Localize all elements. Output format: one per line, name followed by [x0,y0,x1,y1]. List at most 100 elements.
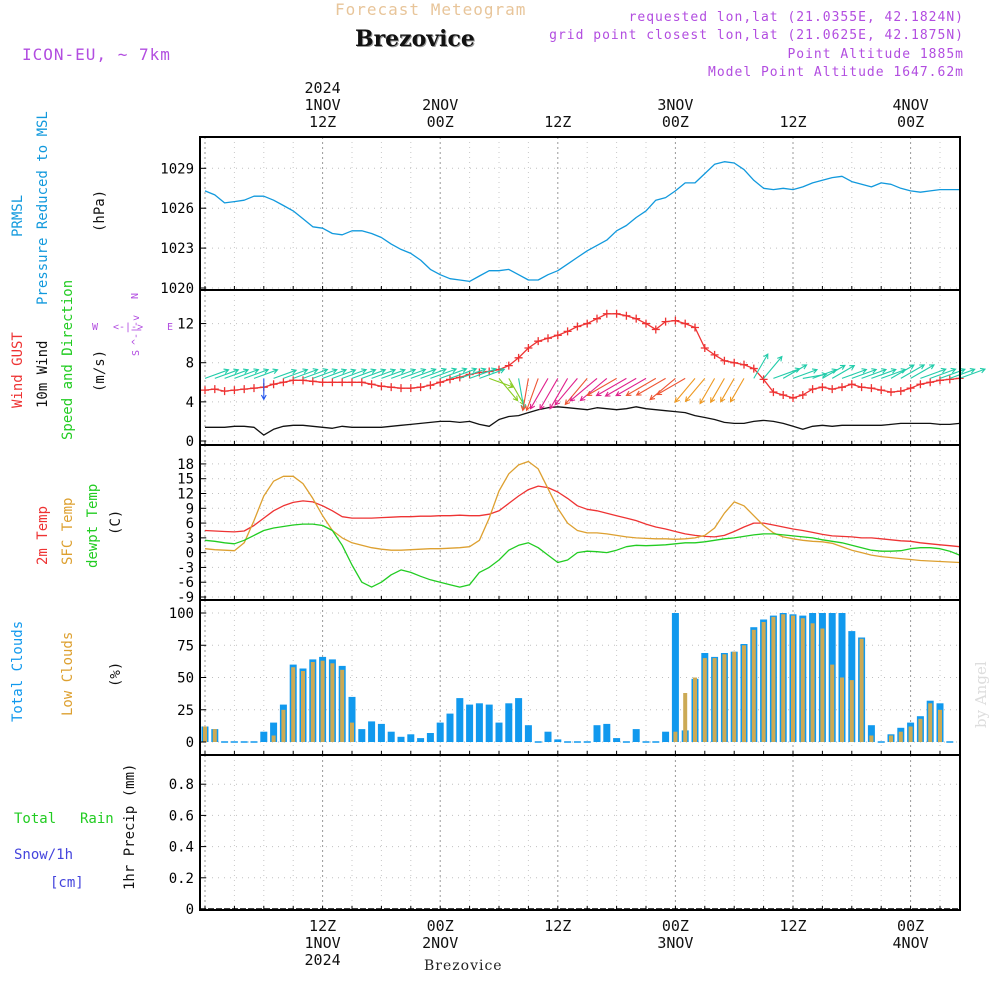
total-cloud-bar [662,731,670,742]
top-time-label: 2024 [305,79,341,97]
requested-coords: requested lon,lat (21.0355E, 42.1824N) [628,10,964,25]
gust-point [367,380,376,389]
temp-side-labels: 2m Temp SFC Temp dewpt Temp (C) [35,484,124,568]
top-time-label: 00Z [897,113,924,131]
total-cloud-bar [397,736,405,742]
ytick-label-temp: 15 [177,472,194,488]
gust-point [798,391,807,400]
wind-direction-arrow [351,368,377,379]
low-cloud-bar [869,735,874,742]
wind-direction-arrow [449,367,478,379]
wind-direction-arrow [871,368,897,379]
total-cloud-bar [436,722,444,742]
gust-point [710,350,719,359]
gust-point [318,378,327,387]
low-cloud-bar [291,667,296,742]
total-cloud-bar [446,713,454,742]
model-point-altitude: Model Point Altitude 1647.62m [708,65,964,80]
wind-direction-arrow [260,378,267,401]
wind-label-10m: 10m Wind [35,341,51,408]
top-time-label: 2NOV [422,96,458,114]
wind-direction-arrow [498,378,519,402]
gust-point [504,361,513,370]
total-cloud-bar [632,729,640,742]
gust-point [926,378,935,387]
wind-direction-arrow [430,367,458,379]
bottom-time-label: 00Z [897,917,924,935]
clouds-label-total: Total Clouds [10,621,26,722]
gust-point [906,384,915,393]
gust-point [808,385,817,394]
ytick-label-precip: 0.4 [169,840,194,856]
gust-point [416,383,425,392]
gust-point [632,314,641,323]
gust-point [749,364,758,373]
top-time-label: 12Z [544,113,571,131]
top-time-label: 00Z [662,113,689,131]
wind-direction-arrow [459,367,487,379]
total-cloud-bar [485,704,493,742]
ytick-label-pressure: 1026 [160,201,194,217]
low-cloud-bar [791,615,795,742]
gust-point [769,388,778,397]
low-cloud-bar [928,703,933,742]
wind-direction-arrow [539,378,559,411]
pressure-line [204,161,960,283]
total-cloud-bar [505,703,513,742]
total-cloud-bar [348,696,356,742]
wind-direction-arrow [312,368,338,379]
wind-direction-arrow [549,378,569,410]
low-cloud-bar [722,654,727,742]
gust-point [299,376,307,385]
temp-dewpoint-line [204,523,960,588]
wind-side-labels: Wind GUST 10m Wind Speed and Direction (… [10,280,173,440]
gust-point [936,376,944,385]
precip-label-unit: 1hr Precip (mm) [122,764,138,890]
ytick-label-temp: 6 [186,516,194,532]
total-cloud-bar [593,725,601,742]
total-cloud-bar [270,722,278,742]
low-cloud-bar [810,623,815,742]
top-time-label: 4NOV [893,96,929,114]
wind-direction-arrow [244,368,270,379]
clouds-side-labels: Total Clouds Low Clouds (%) [10,621,124,722]
low-cloud-bar [350,722,354,742]
wind-direction-arrow [224,368,250,379]
wind-direction-arrow [910,364,935,379]
gust-point [642,319,650,328]
bottom-time-label: 4NOV [893,934,929,952]
ytick-label-wind: 0 [186,434,194,450]
wind-direction-arrow [822,364,846,379]
compass-we-arrow: <-|-> [113,322,143,333]
bottom-time-label: 12Z [544,917,571,935]
wind-direction-arrow [234,368,260,379]
gust-point [828,385,837,394]
gust-point [916,380,925,389]
ytick-label-clouds: 50 [177,671,194,687]
gust-point [436,378,445,387]
low-cloud-bar [712,658,717,742]
low-cloud-bar [673,731,678,742]
total-cloud-bar [426,733,434,742]
total-cloud-bar [867,725,875,742]
ytick-label-clouds: 100 [169,606,194,622]
temp-label-sfc: SFC Temp [60,498,76,565]
ytick-label-temp: -6 [177,575,194,591]
low-cloud-bar [732,651,737,742]
top-time-label: 00Z [427,113,454,131]
gust-point [426,381,435,390]
grid-layer [200,137,960,910]
gust-point [759,375,768,384]
ytick-label-precip: 0 [186,902,194,918]
bottom-time-label: 3NOV [657,934,693,952]
gust-point [250,384,258,393]
top-time-label: 1NOV [305,96,341,114]
total-cloud-bar [613,738,621,742]
total-cloud-bar [554,739,562,742]
wind-direction-arrow [371,368,397,379]
ytick-label-precip: 0.2 [169,871,194,887]
total-cloud-bar [407,734,415,742]
low-cloud-bar [340,669,345,742]
wind-label-speed-dir: Speed and Direction [60,280,76,440]
wind-direction-arrow [479,368,506,379]
